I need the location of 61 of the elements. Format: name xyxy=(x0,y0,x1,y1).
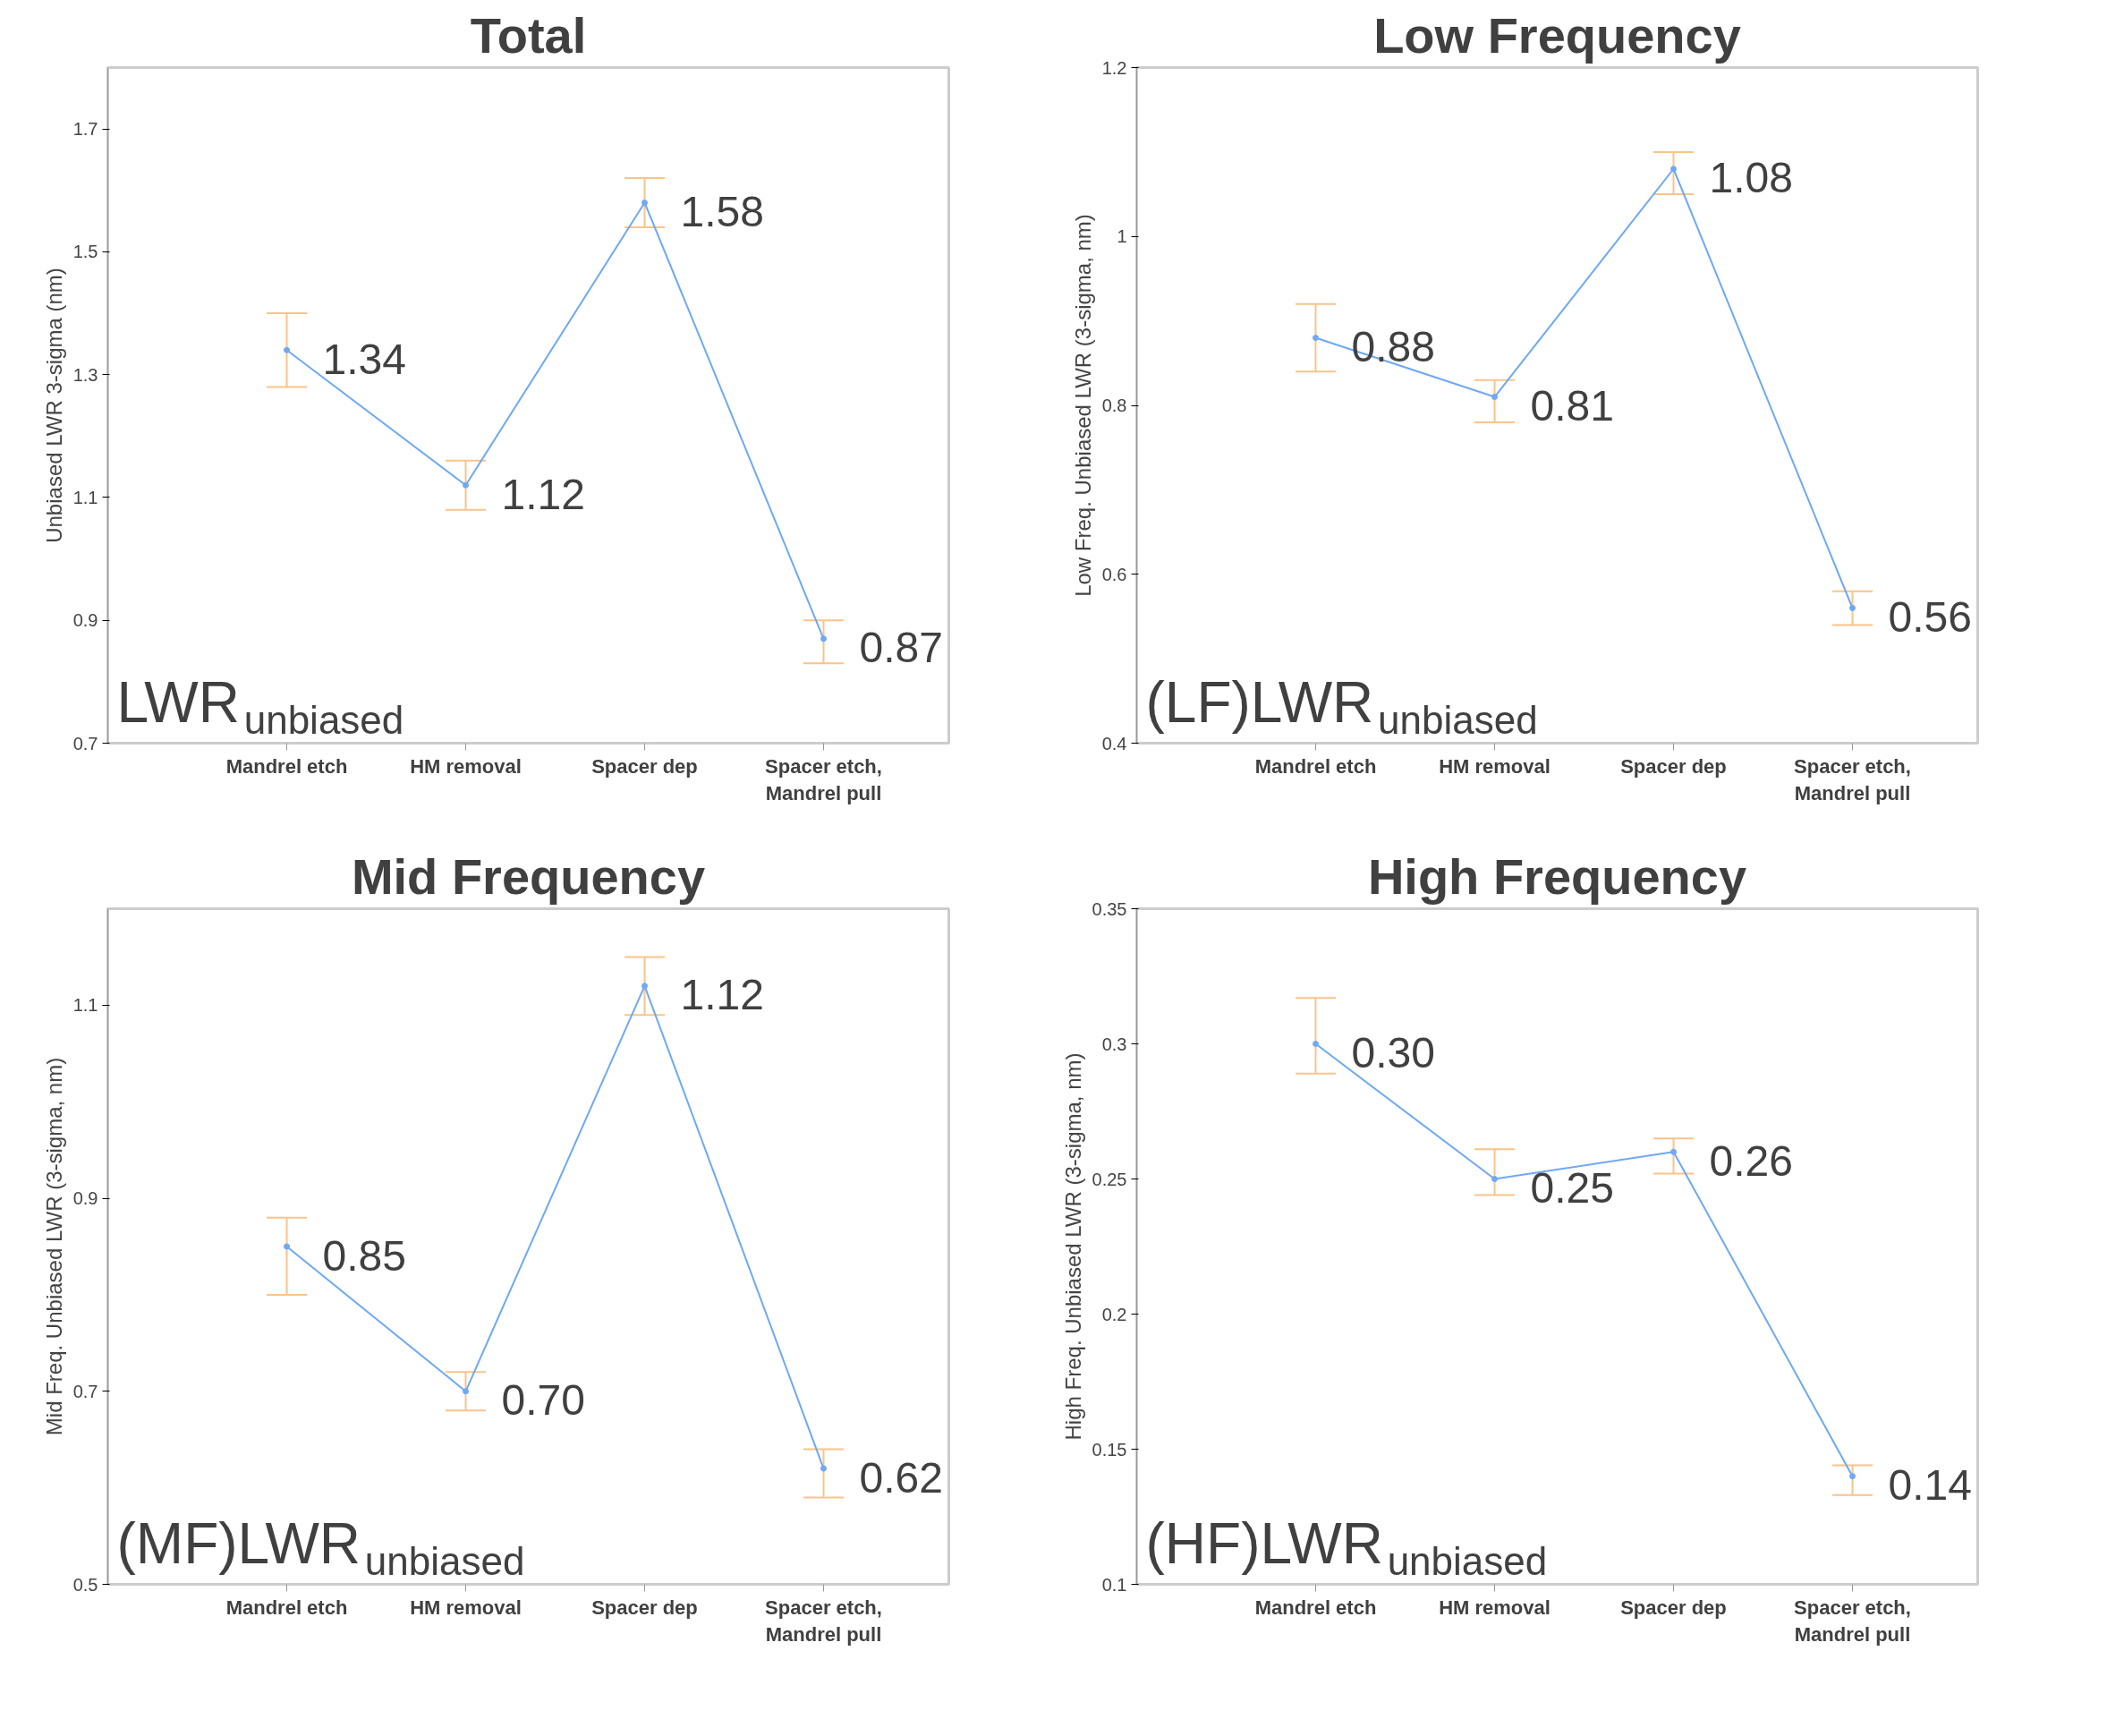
y-tick-label: 0.7 xyxy=(72,1381,98,1401)
y-tick-label: 1.1 xyxy=(72,487,98,507)
x-tick-label: Spacer dep xyxy=(591,754,698,778)
x-tick-label: HM removal xyxy=(410,754,522,778)
chart-title: Total xyxy=(470,6,587,64)
data-label: 0.81 xyxy=(1530,382,1614,430)
x-tick-label: Mandrel etch xyxy=(1254,754,1377,778)
y-tick-label: 1 xyxy=(1117,226,1127,247)
y-tick-label: 0.3 xyxy=(1101,1034,1127,1054)
y-axis-title: Mid Freq. Unbiased LWR (3-sigma, nm) xyxy=(41,1057,66,1436)
y-tick-label: 0.15 xyxy=(1092,1439,1127,1459)
y-tick-label: 1.7 xyxy=(72,119,98,140)
x-tick-label: Spacer etch, Mandrel pull xyxy=(765,754,882,804)
data-label: 1.58 xyxy=(680,188,764,235)
data-label: 0.62 xyxy=(859,1453,943,1502)
y-tick-label: 1.1 xyxy=(72,995,98,1016)
x-tick-label: Mandrel etch xyxy=(1254,1596,1377,1619)
y-axis-title: Unbiased LWR 3-sigma (nm) xyxy=(41,268,66,543)
data-label: 1.12 xyxy=(501,470,585,518)
data-label: 1.12 xyxy=(680,971,764,1019)
y-tick-label: 0.7 xyxy=(72,733,98,753)
data-label: 0.70 xyxy=(501,1376,585,1425)
y-tick-label: 0.8 xyxy=(1101,396,1127,415)
y-tick-label: 0.9 xyxy=(72,610,98,631)
y-tick-label: 1.2 xyxy=(1101,57,1127,78)
y-axis-title: High Freq. Unbiased LWR (3-sigma, nm) xyxy=(1060,1052,1085,1441)
x-tick-label: Mandrel etch xyxy=(225,1596,348,1619)
y-tick-label: 1.5 xyxy=(72,242,98,262)
y-tick-label: 0.35 xyxy=(1092,898,1127,919)
data-label: 0.14 xyxy=(1888,1461,1972,1510)
y-tick-label: 0.2 xyxy=(1101,1304,1127,1324)
x-tick-label: Spacer dep xyxy=(591,1596,698,1619)
x-tick-label: Spacer etch, Mandrel pull xyxy=(1794,754,1911,804)
x-tick-label: HM removal xyxy=(410,1596,522,1619)
y-tick-label: 1.3 xyxy=(72,364,98,385)
data-label: 0.85 xyxy=(322,1231,406,1280)
x-tick-label: HM removal xyxy=(1439,754,1551,778)
data-label: 0.56 xyxy=(1888,593,1972,641)
data-label: 1.34 xyxy=(322,335,406,383)
x-tick-label: Spacer dep xyxy=(1620,1596,1727,1619)
y-tick-label: 0.4 xyxy=(1101,733,1127,753)
y-tick-label: 0.6 xyxy=(1101,564,1127,584)
x-tick-label: Spacer etch, Mandrel pull xyxy=(765,1596,882,1646)
x-tick-label: Spacer etch, Mandrel pull xyxy=(1794,1596,1911,1646)
x-tick-label: Mandrel etch xyxy=(225,754,348,778)
data-label: 0.30 xyxy=(1351,1029,1435,1076)
x-tick-label: HM removal xyxy=(1439,1596,1551,1619)
data-label: 1.08 xyxy=(1709,154,1793,202)
y-tick-label: 0.25 xyxy=(1092,1169,1127,1189)
chart-title: High Frequency xyxy=(1367,847,1747,905)
x-tick-label: Spacer dep xyxy=(1620,754,1727,778)
y-tick-label: 0.9 xyxy=(72,1188,98,1209)
chart-title: Low Frequency xyxy=(1373,6,1741,64)
y-axis-title: Low Freq. Unbiased LWR (3-sigma, nm) xyxy=(1070,214,1095,597)
y-tick-label: 0.1 xyxy=(1101,1574,1127,1595)
y-tick-label: 0.5 xyxy=(72,1574,98,1595)
data-label: 0.26 xyxy=(1709,1136,1793,1185)
data-label: 0.25 xyxy=(1530,1164,1614,1212)
data-label: 0.87 xyxy=(859,624,943,672)
data-label: 0.88 xyxy=(1351,323,1435,370)
chart-title: Mid Frequency xyxy=(351,847,706,905)
